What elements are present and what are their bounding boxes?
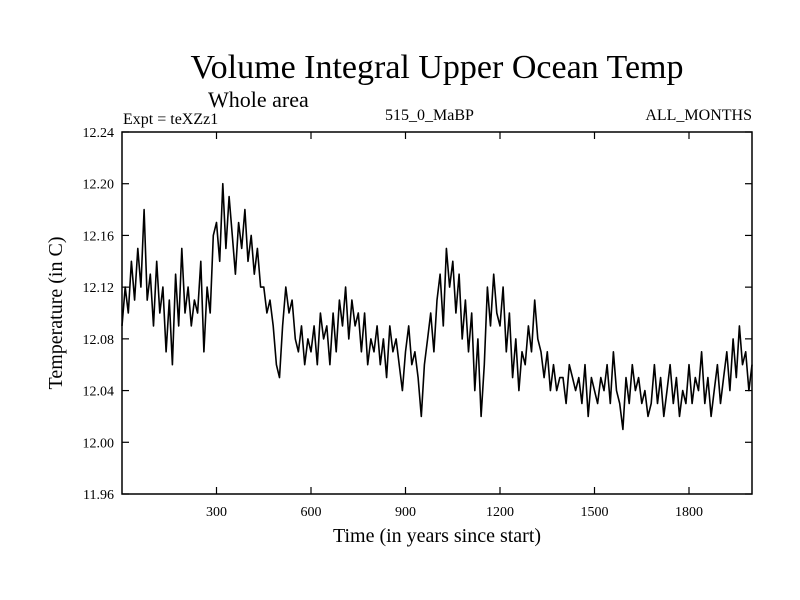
- chart-title: Volume Integral Upper Ocean Temp: [191, 49, 684, 86]
- plot-frame: [121, 131, 753, 495]
- y-axis-label: Temperature (in C): [45, 237, 67, 390]
- y-tick-label: 12.20: [83, 178, 115, 193]
- x-tick-label: 300: [206, 505, 227, 520]
- series-line: [121, 182, 753, 431]
- y-tick-label: 12.12: [83, 281, 115, 296]
- x-tick-label: 1800: [675, 505, 703, 520]
- chart-subtitle: Whole area: [208, 87, 309, 112]
- x-tick-label: 1200: [486, 505, 514, 520]
- x-tick-label: 600: [301, 505, 322, 520]
- x-axis: 300 600 900 1200 1500 1800: [206, 132, 703, 520]
- y-tick-label: 12.04: [83, 385, 115, 400]
- y-tick-label: 11.96: [83, 488, 114, 503]
- y-tick-label: 12.24: [83, 126, 115, 141]
- x-axis-label: Time (in years since start): [333, 525, 541, 547]
- x-tick-label: 900: [395, 505, 416, 520]
- y-tick-label: 12.16: [83, 229, 115, 244]
- y-axis: 11.96 12.00 12.04 12.08 12.12 12.16 12.20 12.24: [83, 126, 752, 503]
- experiment-label: Expt = teXZz1: [123, 111, 218, 128]
- y-tick-label: 12.00: [83, 436, 115, 451]
- months-label: ALL_MONTHS: [645, 107, 752, 124]
- x-tick-label: 1500: [581, 505, 609, 520]
- y-tick-label: 12.08: [83, 333, 115, 348]
- period-label: 515_0_MaBP: [385, 107, 474, 124]
